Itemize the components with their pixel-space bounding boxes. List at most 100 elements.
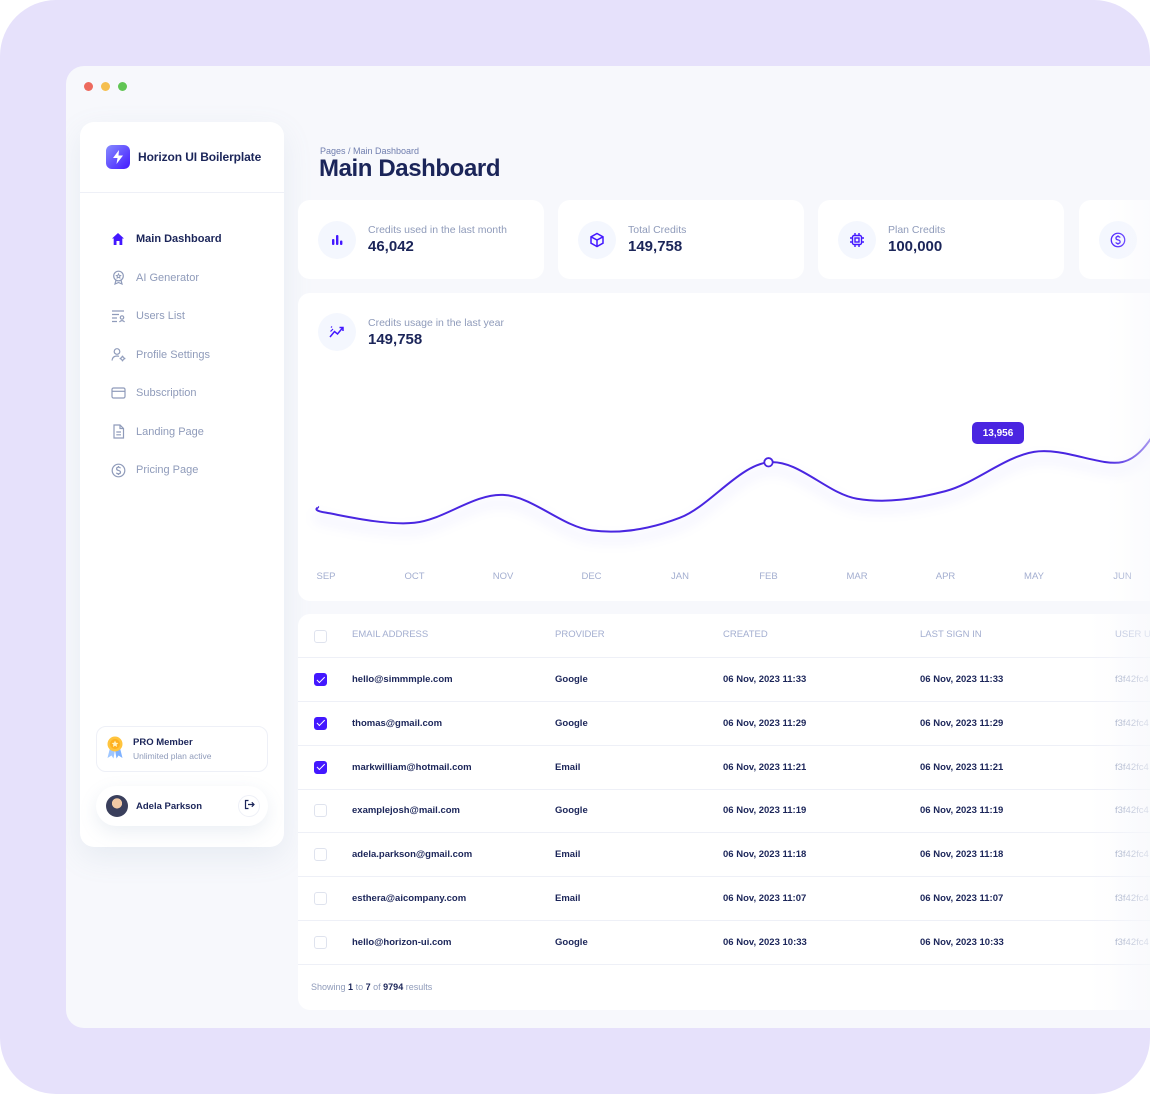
stat-card-total-credits: Total Credits 149,758 — [558, 200, 804, 279]
sidebar-nav: Main Dashboard AI Generator Users List — [110, 220, 222, 490]
document-icon — [110, 424, 126, 440]
cell-user-uid: f3f42fc4 — [1115, 674, 1149, 685]
cell-provider: Email — [555, 893, 581, 904]
x-tick-label: OCT — [404, 571, 425, 582]
row-checkbox[interactable] — [314, 760, 327, 774]
x-tick-label: JUN — [1113, 571, 1132, 582]
chart-tooltip: 13,956 — [972, 422, 1024, 444]
close-window-dot[interactable] — [84, 82, 93, 91]
column-header-provider[interactable]: PROVIDER — [555, 629, 605, 640]
brand[interactable]: Horizon UI Boilerplate — [106, 145, 261, 169]
line-chart[interactable] — [298, 293, 1150, 601]
chart-label: Credits usage in the last year — [368, 316, 504, 329]
cell-user-uid: f3f42fc4 — [1115, 761, 1149, 773]
chart-header: Credits usage in the last year 149,758 — [318, 313, 504, 351]
x-tick-label: FEB — [759, 571, 778, 582]
column-header-user-uid[interactable]: USER UI — [1115, 629, 1150, 640]
stat-value: 46,042 — [368, 238, 414, 255]
stat-card-fourth — [1079, 200, 1150, 279]
table-row[interactable]: markwilliam@hotmail.com Email 06 Nov, 2023… — [298, 746, 1150, 790]
cell-user-uid: f3f42fc4 — [1115, 893, 1149, 904]
cell-email: thomas@gmail.com — [352, 717, 443, 729]
sidebar-item-ai-generator[interactable]: AI Generator — [110, 259, 222, 298]
sidebar-item-users-list[interactable]: Users List — [110, 297, 222, 336]
avatar[interactable] — [106, 795, 128, 817]
row-checkbox[interactable] — [314, 716, 327, 730]
x-tick-label: SEP — [316, 571, 336, 582]
column-header-created[interactable]: CREATED — [723, 629, 768, 640]
brand-name: Horizon UI Boilerplate — [138, 150, 262, 164]
row-checkbox[interactable] — [314, 892, 327, 905]
cell-created: 06 Nov, 2023 11:07 — [723, 893, 807, 904]
sidebar-item-profile-settings[interactable]: Profile Settings — [110, 336, 222, 375]
credit-card-icon — [110, 385, 126, 401]
sidebar-item-subscription[interactable]: Subscription — [110, 374, 222, 413]
row-checkbox[interactable] — [314, 673, 327, 686]
logout-button[interactable] — [238, 795, 260, 817]
users-list-icon — [110, 308, 126, 324]
cell-last-sign-in: 06 Nov, 2023 11:19 — [920, 805, 1004, 817]
cell-email: hello@horizon-ui.com — [352, 936, 452, 948]
cell-user-uid: f3f42fc4 — [1115, 849, 1149, 861]
lightning-logo-icon — [106, 145, 130, 169]
sidebar-item-label: Users List — [136, 310, 185, 323]
highlighted-data-point[interactable] — [763, 457, 774, 468]
cell-created: 06 Nov, 2023 11:21 — [723, 761, 807, 773]
summary-prefix: Showing — [311, 982, 346, 992]
table-row[interactable]: adela.parkson@gmail.com Email 06 Nov, 2023… — [298, 833, 1150, 878]
divider — [80, 192, 284, 193]
sidebar-item-pricing-page[interactable]: Pricing Page — [110, 451, 222, 490]
summary-of-word: of — [373, 982, 381, 992]
cell-created: 06 Nov, 2023 11:19 — [723, 805, 807, 817]
minimize-window-dot[interactable] — [101, 82, 110, 91]
sidebar-item-label: Pricing Page — [136, 464, 199, 477]
row-checkbox[interactable] — [314, 935, 327, 949]
sidebar-item-label: Landing Page — [136, 425, 204, 438]
summary-to-word: to — [355, 982, 364, 992]
sidebar-item-label: Main Dashboard — [136, 233, 222, 246]
table-row[interactable]: hello@horizon-ui.com Google 06 Nov, 2023 1… — [298, 921, 1150, 965]
sidebar-item-label: Subscription — [136, 387, 197, 400]
series-line — [315, 438, 1150, 533]
cell-user-uid: f3f42fc4 — [1115, 717, 1149, 729]
column-header-email[interactable]: EMAIL ADDRESS — [352, 629, 429, 640]
table-row[interactable]: examplejosh@mail.com Google 06 Nov, 2023 1… — [298, 789, 1150, 834]
breadcrumb[interactable]: Pages / Main Dashboard — [320, 146, 420, 156]
row-checkbox[interactable] — [314, 848, 327, 862]
ai-badge-icon — [110, 270, 126, 286]
cell-last-sign-in: 06 Nov, 2023 11:18 — [920, 849, 1004, 861]
x-tick-label: APR — [935, 571, 956, 582]
stat-value: 100,000 — [888, 238, 943, 255]
stat-label: Total Credits — [628, 224, 687, 236]
column-header-last-sign-in[interactable]: LAST SIGN IN — [920, 629, 982, 640]
sidebar-item-landing-page[interactable]: Landing Page — [110, 413, 222, 452]
chart-total: 149,758 — [368, 330, 423, 348]
sidebar-item-label: Profile Settings — [136, 348, 210, 361]
stat-card-credits-last-month: Credits used in the last month 46,042 — [298, 200, 544, 279]
cell-provider: Google — [555, 805, 588, 817]
cell-email: adela.parkson@gmail.com — [352, 849, 473, 861]
dollar-circle-icon — [110, 462, 126, 478]
stat-card-plan-credits: Plan Credits 100,000 — [818, 200, 1064, 279]
row-checkbox[interactable] — [314, 804, 327, 818]
user-profile-card[interactable]: Adela Parkson — [96, 786, 268, 826]
cell-user-uid: f3f42fc4 — [1115, 805, 1149, 817]
user-name: Adela Parkson — [136, 800, 202, 812]
window-controls — [84, 82, 127, 91]
table-row[interactable]: hello@simmmple.com Google 06 Nov, 2023 11:… — [298, 658, 1150, 702]
table-row[interactable]: esthera@aicompany.com Email 06 Nov, 2023 1… — [298, 877, 1150, 921]
sidebar-item-main-dashboard[interactable]: Main Dashboard — [110, 220, 222, 259]
profile-settings-icon — [110, 347, 126, 363]
summary-to: 7 — [365, 982, 371, 992]
maximize-window-dot[interactable] — [118, 82, 127, 91]
cell-created: 06 Nov, 2023 11:33 — [723, 674, 807, 685]
sidebar: Horizon UI Boilerplate Main Dashboard AI… — [80, 122, 284, 847]
table-row[interactable]: thomas@gmail.com Google 06 Nov, 2023 11:29… — [298, 702, 1150, 746]
x-tick-label: DEC — [581, 571, 602, 582]
cell-last-sign-in: 06 Nov, 2023 11:29 — [920, 717, 1004, 729]
summary-total: 9794 — [383, 982, 404, 992]
x-tick-label: NOV — [492, 571, 514, 582]
cell-provider: Google — [555, 717, 588, 729]
select-all-checkbox[interactable] — [314, 630, 327, 643]
